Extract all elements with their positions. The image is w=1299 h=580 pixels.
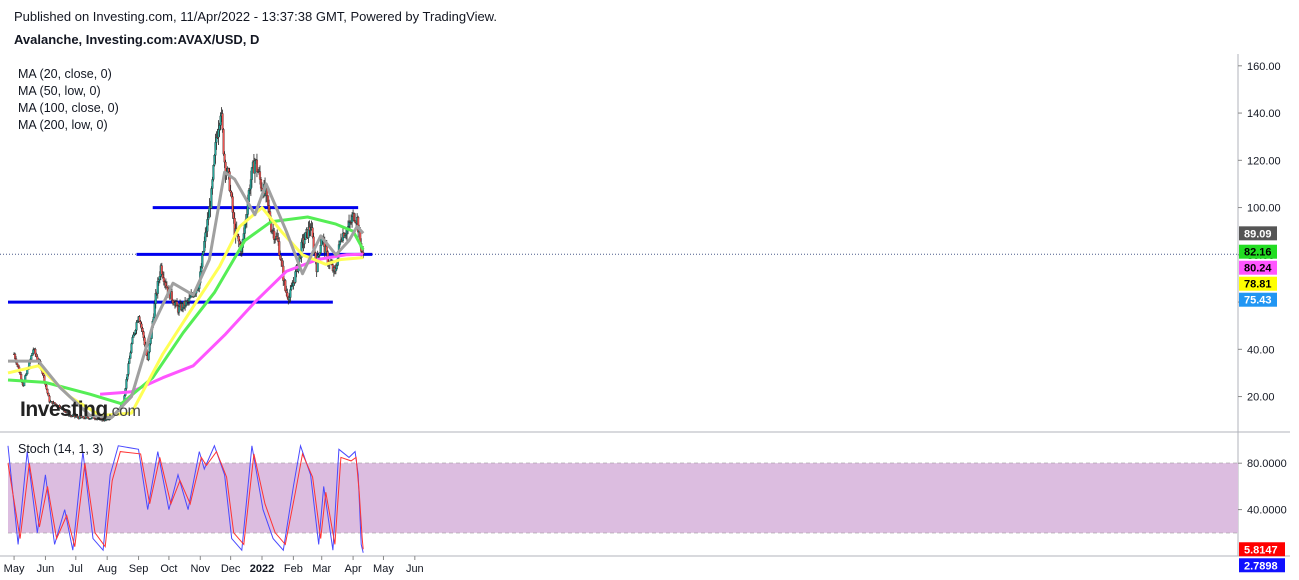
- stoch-badge-label: 2.7898: [1244, 560, 1278, 572]
- y-tick-label: 160.00: [1247, 61, 1281, 73]
- y-tick-label: 120.00: [1247, 155, 1281, 167]
- price-badge: [1239, 244, 1277, 259]
- stoch-legend[interactable]: Stoch (14, 1, 3): [18, 442, 104, 456]
- candle-body: [46, 388, 49, 394]
- investing-logo: Investing.com: [20, 398, 141, 421]
- price-badge: [1239, 276, 1277, 291]
- stoch-badge: [1239, 558, 1285, 573]
- stoch-band: [8, 463, 1238, 533]
- legend-ma200[interactable]: MA (200, low, 0): [18, 118, 108, 132]
- stoch-k-line: [7, 443, 364, 553]
- x-tick-label: Jul: [69, 563, 83, 575]
- legend-ma100[interactable]: MA (100, close, 0): [18, 101, 119, 115]
- y-tick-label: 20.00: [1247, 392, 1275, 404]
- candle-body: [212, 165, 215, 180]
- symbol-title: Avalanche, Investing.com:AVAX/USD, D: [14, 32, 260, 47]
- stoch-badge: [1239, 542, 1285, 557]
- candle-body: [303, 239, 306, 245]
- stoch-badge-label: 5.8147: [1244, 544, 1278, 556]
- ma100-line: [7, 215, 365, 406]
- candle-body: [16, 362, 19, 365]
- price-badge-label: 82.16: [1244, 247, 1272, 259]
- ma20-line: [8, 170, 365, 420]
- x-tick-label: May: [373, 563, 394, 575]
- y-tick-label: 40.00: [1247, 344, 1275, 356]
- candle-body: [165, 285, 168, 289]
- ma-legend: MA (20, close, 0) MA (50, low, 0) MA (10…: [18, 66, 119, 134]
- x-tick-label: Sep: [129, 563, 149, 575]
- x-tick-label: Oct: [160, 563, 177, 575]
- x-tick-label: Nov: [190, 563, 210, 575]
- ma50-line: [7, 206, 364, 417]
- x-tick-label: 2022: [250, 563, 274, 575]
- x-tick-label: Mar: [312, 563, 331, 575]
- candle-body: [290, 286, 293, 290]
- y-tick-label: 140.00: [1247, 108, 1281, 120]
- x-tick-label: Dec: [221, 563, 241, 575]
- candle-body: [130, 343, 133, 353]
- x-tick-label: Aug: [97, 563, 117, 575]
- x-tick-label: Apr: [345, 563, 362, 575]
- x-tick-label: Jun: [37, 563, 55, 575]
- candle-body: [222, 129, 225, 155]
- candle-body: [188, 298, 191, 302]
- candle-body: [128, 358, 131, 364]
- stoch-tick-label: 40.0000: [1247, 505, 1287, 517]
- legend-ma50[interactable]: MA (50, low, 0): [18, 84, 101, 98]
- price-badges: 89.09 82.16 80.24 78.81 75.43 5.8147 2.7898: [1239, 226, 1285, 573]
- price-badge-label: 80.24: [1244, 263, 1272, 275]
- price-badge-label: 75.43: [1244, 295, 1272, 307]
- candle-body: [207, 217, 210, 220]
- candle-body: [45, 384, 48, 390]
- candles: [13, 107, 365, 422]
- price-badge-label: 89.09: [1244, 228, 1272, 240]
- support-resistance-lines: [8, 206, 373, 304]
- stoch-d-line: [7, 450, 364, 550]
- price-badge: [1239, 292, 1277, 307]
- x-tick-label: Jun: [406, 563, 424, 575]
- candle-body: [131, 337, 134, 344]
- candle-body: [201, 254, 204, 268]
- x-tick-label: Feb: [284, 563, 303, 575]
- y-tick-label: 100.00: [1247, 203, 1281, 215]
- price-badge: [1239, 226, 1277, 241]
- x-tick-label: May: [4, 563, 25, 575]
- candle-body: [127, 363, 130, 375]
- moving-averages: [7, 170, 365, 420]
- candle-body: [221, 113, 224, 130]
- candle-body: [30, 355, 33, 360]
- legend-ma20[interactable]: MA (20, close, 0): [18, 67, 112, 81]
- candle-body: [250, 167, 253, 180]
- stoch-lines: [7, 443, 364, 553]
- candle-body: [319, 245, 322, 253]
- published-caption: Published on Investing.com, 11/Apr/2022 …: [14, 9, 497, 24]
- candle-body: [135, 322, 138, 331]
- price-badge: [1239, 260, 1277, 275]
- price-badge-label: 78.81: [1244, 279, 1272, 291]
- stoch-tick-label: 80.0000: [1247, 458, 1287, 470]
